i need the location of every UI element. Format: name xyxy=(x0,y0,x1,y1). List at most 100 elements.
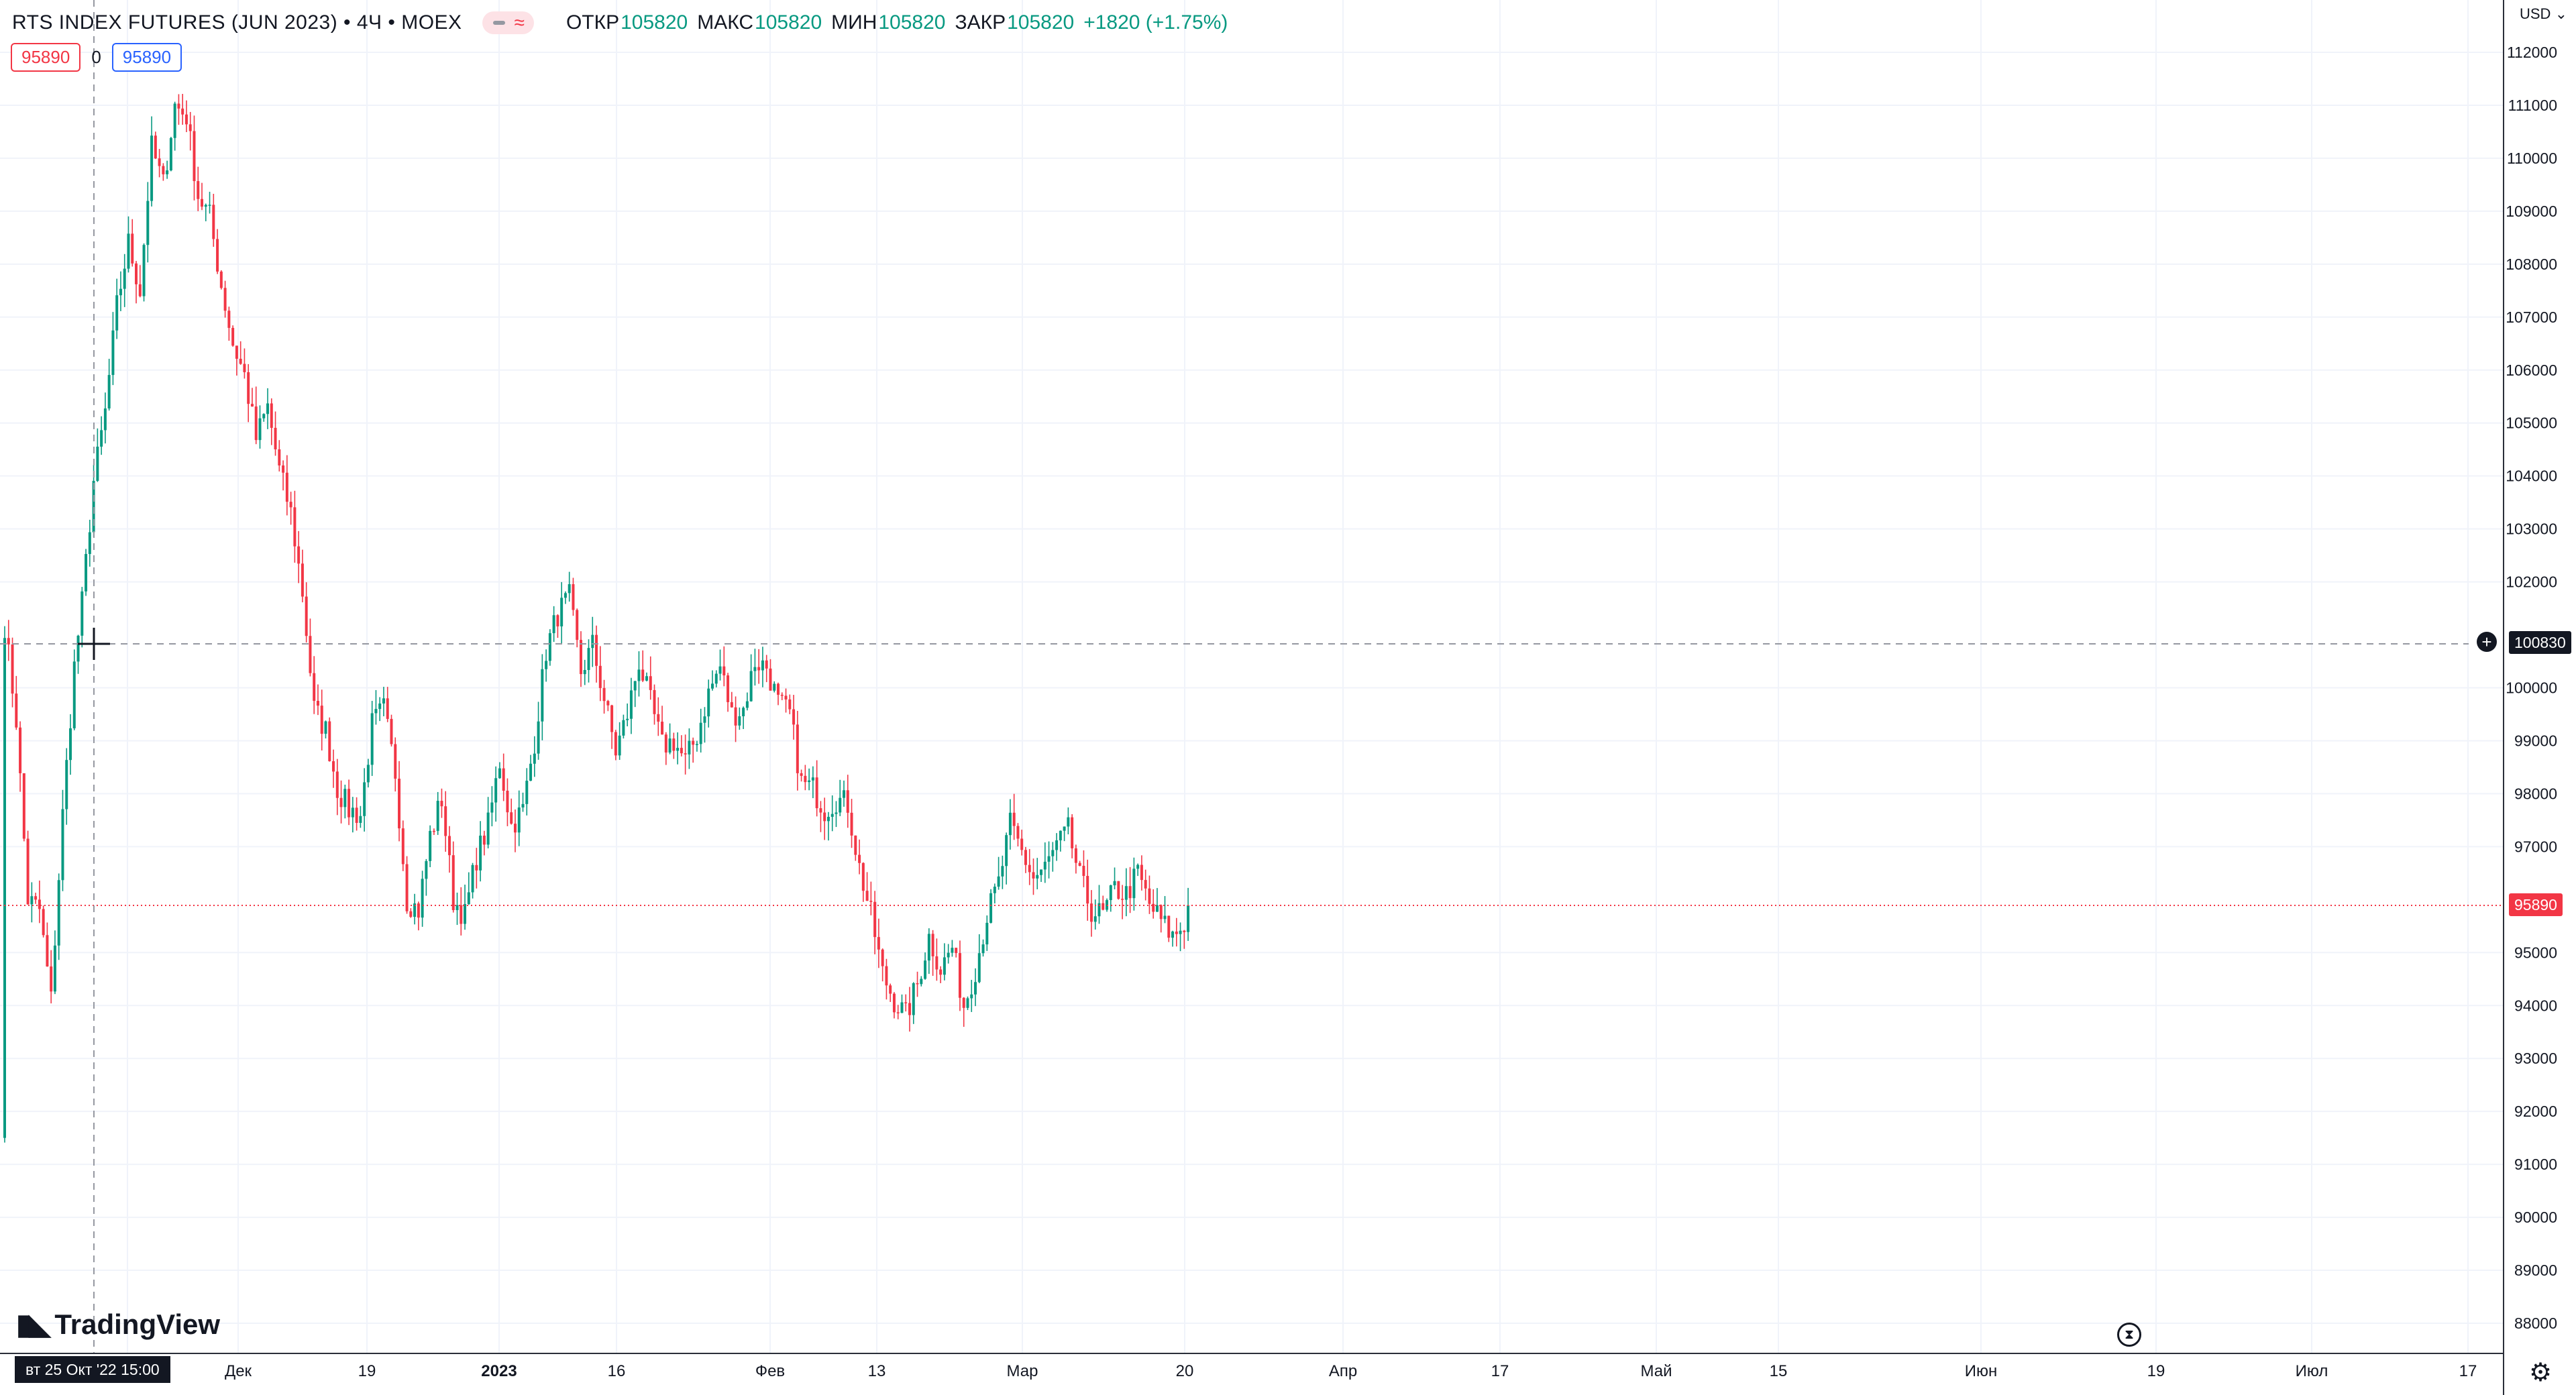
candle xyxy=(1121,885,1124,919)
candle xyxy=(30,882,34,923)
last-price-tag: 95890 xyxy=(2509,893,2563,916)
candle xyxy=(583,659,586,685)
wave-icon[interactable]: ≈ xyxy=(514,12,525,33)
high-value: 105820 xyxy=(755,11,822,34)
eye-icon[interactable] xyxy=(492,21,505,25)
candle xyxy=(521,792,525,812)
candle xyxy=(576,608,579,648)
candle xyxy=(1132,857,1136,911)
candle xyxy=(661,706,664,735)
sell-button[interactable]: 95890 xyxy=(11,43,81,72)
candle xyxy=(173,101,176,151)
symbol-title[interactable]: RTS INDEX FUTURES (JUN 2023) • 4Ч • MOEX xyxy=(12,11,462,34)
candle xyxy=(85,549,88,596)
price-tick-label: 97000 xyxy=(2514,838,2557,855)
candle xyxy=(951,940,954,957)
candle xyxy=(278,440,281,471)
candle xyxy=(1040,869,1043,883)
candle xyxy=(421,871,424,927)
candle xyxy=(541,654,544,740)
candle xyxy=(1148,875,1151,914)
candle xyxy=(455,892,459,926)
open-value: 105820 xyxy=(621,11,688,34)
candle xyxy=(266,388,270,429)
candle xyxy=(447,826,451,873)
candle xyxy=(80,587,84,648)
candle xyxy=(460,887,463,936)
candle xyxy=(622,714,625,739)
legend-toggle-pill[interactable]: ≈ xyxy=(482,11,534,34)
candle xyxy=(166,160,169,179)
tradingview-logo[interactable]: ▮◣ TradingView xyxy=(16,1308,220,1341)
candle xyxy=(250,388,254,407)
candle xyxy=(727,673,730,712)
time-tick-label: 19 xyxy=(2147,1362,2165,1380)
candle xyxy=(738,707,741,730)
candle xyxy=(53,930,56,995)
candle xyxy=(912,982,915,1024)
candle xyxy=(293,490,297,563)
time-axis[interactable]: Дек 19 2023 16 Фев 13 Мар 20 Апр 17 Май 15 Июн 19 Июл 1… xyxy=(0,1353,2504,1380)
candle xyxy=(1159,904,1163,933)
candle xyxy=(61,789,64,891)
gear-icon[interactable]: ⚙ xyxy=(2529,1359,2553,1387)
candle xyxy=(1055,833,1059,861)
candle xyxy=(668,723,672,755)
candle xyxy=(11,637,14,708)
currency-selector[interactable]: USD ⌄ xyxy=(2520,5,2567,23)
candle xyxy=(958,940,961,1011)
candle xyxy=(757,649,761,684)
close-label: ЗАКР xyxy=(955,11,1006,34)
candle xyxy=(305,582,308,643)
candle xyxy=(177,94,180,125)
crosshair-price-tag: 100830 xyxy=(2509,631,2571,654)
candle xyxy=(451,841,455,913)
candle xyxy=(587,639,590,683)
close-value: 105820 xyxy=(1007,11,1075,34)
candle xyxy=(939,966,943,983)
buy-button[interactable]: 95890 xyxy=(111,43,182,72)
candle xyxy=(606,700,610,712)
price-tick-label: 106000 xyxy=(2506,361,2557,379)
price-axis[interactable]: 112000 111000 110000 109000 108000 107000 1060… xyxy=(2503,0,2557,1395)
add-plus-icon[interactable]: + xyxy=(2477,632,2497,652)
candle xyxy=(1144,869,1147,901)
candle xyxy=(533,736,536,777)
candle xyxy=(335,759,339,816)
candle xyxy=(916,971,919,997)
candle xyxy=(730,691,733,708)
candle xyxy=(900,994,904,1013)
candle xyxy=(494,766,498,822)
candle xyxy=(1187,887,1190,941)
candle xyxy=(231,325,235,347)
candle xyxy=(626,703,629,726)
high-label: МАКС xyxy=(697,11,754,34)
candle xyxy=(1163,896,1167,924)
candle xyxy=(1124,868,1128,917)
crosshair-time-tag: вт 25 Окт '22 15:00 xyxy=(15,1356,170,1383)
candle xyxy=(297,531,301,583)
candle xyxy=(313,656,316,714)
candle xyxy=(359,805,362,828)
candle xyxy=(382,687,385,717)
candle xyxy=(1078,860,1081,867)
logo-text: TradingView xyxy=(54,1308,221,1340)
candle xyxy=(1063,826,1066,842)
candle xyxy=(479,821,482,882)
candle xyxy=(1167,915,1171,942)
timezone-clock-icon[interactable]: ⧗ xyxy=(2117,1323,2141,1347)
candle xyxy=(935,938,938,981)
price-tick-label: 111000 xyxy=(2508,97,2557,114)
candle xyxy=(981,939,985,957)
candle xyxy=(788,694,792,714)
ohlc-values: ОТКР 105820 МАКС 105820 МИН 105820 ЗАКР … xyxy=(557,11,1228,34)
candle xyxy=(19,721,22,792)
candle xyxy=(413,893,417,925)
candle xyxy=(502,753,505,801)
candle xyxy=(993,883,996,904)
candle xyxy=(38,880,41,924)
candle xyxy=(517,790,521,846)
candle xyxy=(529,755,533,781)
